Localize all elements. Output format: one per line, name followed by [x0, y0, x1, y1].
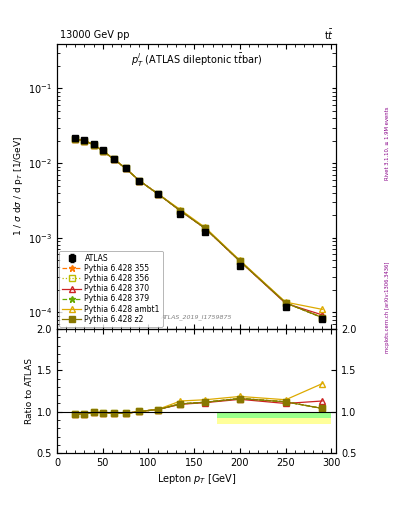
Pythia 6.428 ambt1: [100, 147, 105, 154]
Pythia 6.428 355: [178, 208, 183, 214]
Line: Pythia 6.428 355: Pythia 6.428 355: [72, 136, 326, 321]
Pythia 6.428 ambt1: [111, 156, 116, 162]
Pythia 6.428 370: [82, 138, 87, 144]
Pythia 6.428 355: [91, 142, 96, 148]
Pythia 6.428 370: [73, 136, 78, 142]
Pythia 6.428 379: [123, 165, 128, 172]
Pythia 6.428 z2: [178, 208, 183, 214]
X-axis label: Lepton $p_T$ [GeV]: Lepton $p_T$ [GeV]: [157, 472, 236, 486]
Pythia 6.428 370: [320, 312, 325, 318]
Pythia 6.428 356: [123, 165, 128, 172]
Pythia 6.428 355: [238, 258, 242, 264]
Pythia 6.428 370: [155, 190, 160, 197]
Pythia 6.428 ambt1: [91, 142, 96, 148]
Pythia 6.428 ambt1: [283, 299, 288, 305]
Pythia 6.428 356: [82, 138, 87, 144]
Pythia 6.428 356: [203, 225, 208, 231]
Pythia 6.428 355: [73, 136, 78, 142]
Pythia 6.428 379: [320, 314, 325, 321]
Pythia 6.428 370: [238, 258, 242, 264]
Pythia 6.428 ambt1: [320, 306, 325, 312]
Pythia 6.428 ambt1: [82, 138, 87, 144]
Pythia 6.428 z2: [203, 225, 208, 231]
Pythia 6.428 z2: [137, 178, 142, 184]
Text: t$\bar{t}$: t$\bar{t}$: [324, 28, 334, 42]
Pythia 6.428 379: [100, 147, 105, 154]
Pythia 6.428 379: [155, 190, 160, 197]
Pythia 6.428 370: [123, 165, 128, 172]
Pythia 6.428 370: [100, 147, 105, 154]
Pythia 6.428 356: [238, 258, 242, 264]
Line: Pythia 6.428 z2: Pythia 6.428 z2: [72, 136, 325, 321]
Pythia 6.428 370: [178, 208, 183, 214]
Pythia 6.428 ambt1: [203, 224, 208, 230]
Pythia 6.428 355: [283, 300, 288, 306]
Pythia 6.428 370: [137, 178, 142, 184]
Pythia 6.428 ambt1: [155, 190, 160, 197]
Pythia 6.428 370: [203, 225, 208, 231]
Pythia 6.428 355: [123, 165, 128, 172]
Pythia 6.428 356: [137, 178, 142, 184]
Pythia 6.428 z2: [283, 300, 288, 306]
Pythia 6.428 z2: [100, 147, 105, 154]
Text: 13000 GeV pp: 13000 GeV pp: [60, 30, 129, 40]
Pythia 6.428 356: [178, 208, 183, 214]
Pythia 6.428 356: [73, 136, 78, 142]
Pythia 6.428 z2: [155, 190, 160, 197]
Pythia 6.428 355: [320, 314, 325, 321]
Text: mcplots.cern.ch [arXiv:1306.3436]: mcplots.cern.ch [arXiv:1306.3436]: [385, 262, 390, 353]
Pythia 6.428 z2: [82, 138, 87, 144]
Pythia 6.428 355: [155, 190, 160, 197]
Pythia 6.428 z2: [123, 165, 128, 172]
Pythia 6.428 ambt1: [123, 165, 128, 172]
Line: Pythia 6.428 370: Pythia 6.428 370: [72, 136, 325, 317]
Y-axis label: 1 / $\sigma$ d$\sigma$ / d p$_T$ [1/GeV]: 1 / $\sigma$ d$\sigma$ / d p$_T$ [1/GeV]: [12, 136, 25, 237]
Pythia 6.428 370: [283, 301, 288, 307]
Y-axis label: Ratio to ATLAS: Ratio to ATLAS: [25, 358, 34, 424]
Pythia 6.428 z2: [238, 258, 242, 264]
Pythia 6.428 ambt1: [73, 136, 78, 142]
Pythia 6.428 379: [178, 208, 183, 214]
Pythia 6.428 z2: [91, 142, 96, 148]
Pythia 6.428 z2: [73, 136, 78, 142]
Pythia 6.428 ambt1: [238, 258, 242, 264]
Pythia 6.428 379: [238, 258, 242, 264]
Pythia 6.428 356: [111, 156, 116, 162]
Pythia 6.428 ambt1: [137, 178, 142, 184]
Pythia 6.428 ambt1: [178, 207, 183, 213]
Pythia 6.428 355: [137, 178, 142, 184]
Pythia 6.428 379: [111, 156, 116, 162]
Pythia 6.428 355: [82, 138, 87, 144]
Pythia 6.428 379: [82, 138, 87, 144]
Pythia 6.428 379: [91, 142, 96, 148]
Pythia 6.428 355: [111, 156, 116, 162]
Pythia 6.428 356: [155, 190, 160, 197]
Pythia 6.428 356: [100, 147, 105, 154]
Bar: [217, 412, 331, 424]
Text: ATLAS_2019_I1759875: ATLAS_2019_I1759875: [161, 315, 232, 321]
Pythia 6.428 370: [91, 142, 96, 148]
Text: $p_T^l$ (ATLAS dileptonic t$\bar{t}$bar): $p_T^l$ (ATLAS dileptonic t$\bar{t}$bar): [131, 52, 262, 69]
Bar: [217, 412, 331, 418]
Pythia 6.428 355: [203, 225, 208, 231]
Pythia 6.428 355: [100, 147, 105, 154]
Pythia 6.428 356: [320, 314, 325, 321]
Line: Pythia 6.428 ambt1: Pythia 6.428 ambt1: [72, 136, 325, 312]
Text: Rivet 3.1.10, ≥ 1.9M events: Rivet 3.1.10, ≥ 1.9M events: [385, 106, 390, 180]
Pythia 6.428 379: [203, 225, 208, 231]
Pythia 6.428 356: [91, 142, 96, 148]
Line: Pythia 6.428 379: Pythia 6.428 379: [72, 136, 326, 321]
Pythia 6.428 z2: [111, 156, 116, 162]
Pythia 6.428 356: [283, 300, 288, 306]
Line: Pythia 6.428 356: Pythia 6.428 356: [72, 136, 325, 321]
Pythia 6.428 379: [73, 136, 78, 142]
Legend: ATLAS, Pythia 6.428 355, Pythia 6.428 356, Pythia 6.428 370, Pythia 6.428 379, P: ATLAS, Pythia 6.428 355, Pythia 6.428 35…: [59, 251, 163, 327]
Pythia 6.428 370: [111, 156, 116, 162]
Pythia 6.428 379: [283, 300, 288, 306]
Pythia 6.428 379: [137, 178, 142, 184]
Pythia 6.428 z2: [320, 314, 325, 321]
